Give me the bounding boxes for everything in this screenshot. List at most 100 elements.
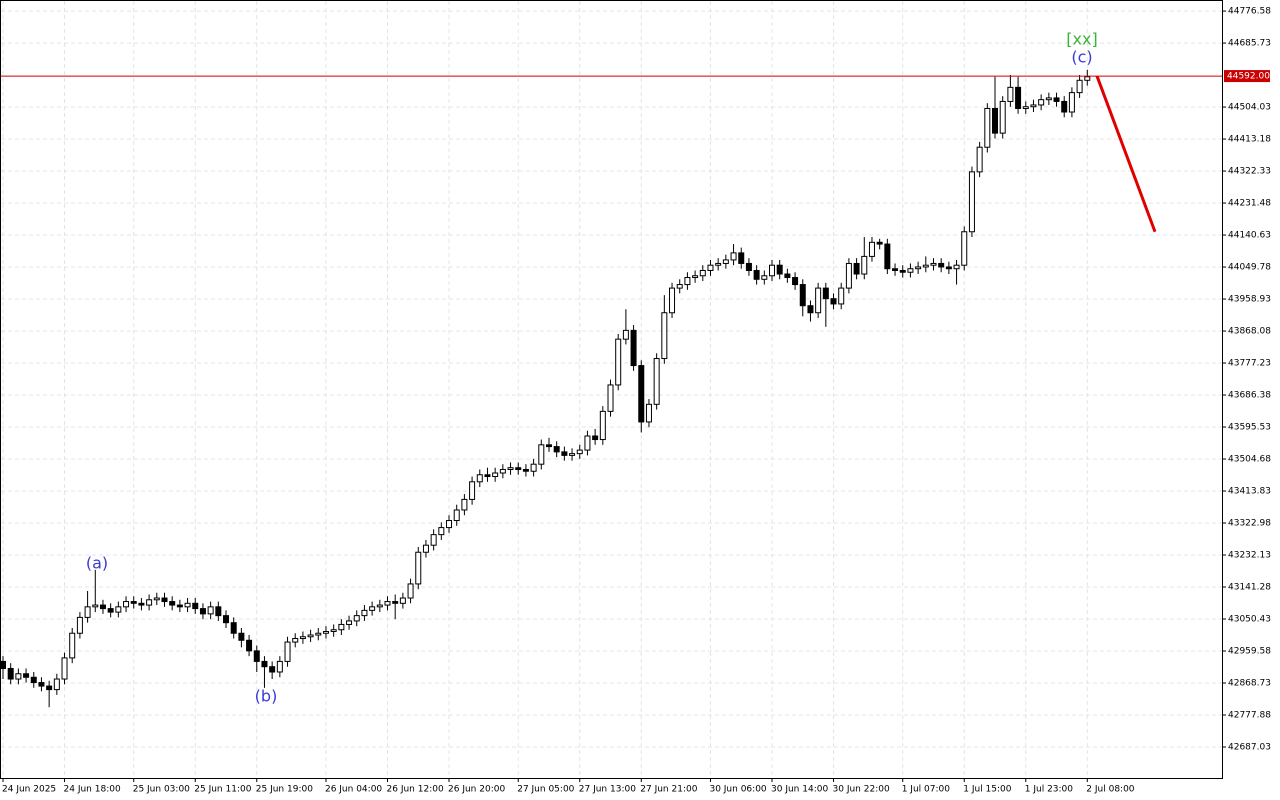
- candle-body: [730, 252, 737, 261]
- candle-body: [469, 481, 476, 500]
- candle-body: [938, 262, 945, 268]
- x-tick-label: 27 Jun 05:00: [517, 785, 574, 795]
- x-tick-label: 30 Jun 06:00: [709, 785, 766, 795]
- candle-body: [38, 682, 45, 687]
- candle-body: [1007, 86, 1014, 102]
- candle-body: [215, 606, 222, 617]
- y-tick-label: 43595.53: [1228, 423, 1271, 433]
- candle-body: [1068, 92, 1075, 113]
- candles-layer: [0, 69, 1091, 708]
- candle-body: [461, 498, 468, 511]
- candle-body: [622, 329, 629, 340]
- candle-body: [53, 678, 60, 691]
- candle-body: [238, 632, 245, 641]
- candle-body: [799, 284, 806, 307]
- wave-label: (a): [86, 554, 108, 573]
- price-label-box: [1224, 70, 1270, 83]
- candle-body: [576, 449, 583, 455]
- candle-body: [507, 467, 514, 470]
- candle-body: [115, 606, 122, 613]
- candle-body: [822, 287, 829, 300]
- candle-body: [399, 597, 406, 604]
- candle-body: [792, 277, 799, 286]
- candle-body: [138, 602, 145, 606]
- y-tick-label: 44685.73: [1228, 39, 1271, 49]
- candle-body: [438, 527, 445, 536]
- y-tick-label: 44504.03: [1228, 103, 1271, 113]
- candle-body: [99, 604, 106, 610]
- candle-body: [153, 597, 160, 601]
- candle-body: [945, 266, 952, 270]
- candle-body: [392, 601, 399, 604]
- y-tick-label: 42868.73: [1228, 679, 1271, 689]
- x-tick-label: 25 Jun 03:00: [133, 785, 190, 795]
- candle-body: [223, 615, 230, 624]
- x-tick-label: 27 Jun 13:00: [579, 785, 636, 795]
- candle-body: [184, 602, 191, 608]
- x-tick-label: 1 Jul 23:00: [1025, 785, 1074, 795]
- candle-body: [1045, 97, 1052, 101]
- candle-body: [322, 630, 329, 634]
- candle-body: [1053, 97, 1060, 102]
- y-tick-label: 43050.43: [1228, 615, 1271, 625]
- candle-body: [669, 287, 676, 314]
- candle-body: [430, 534, 437, 546]
- candle-body: [415, 551, 422, 585]
- y-tick-label: 42687.03: [1228, 742, 1271, 752]
- candle-body: [961, 231, 968, 266]
- candle-body: [530, 463, 537, 472]
- candle-body: [707, 264, 714, 271]
- x-tick-label: 24 Jun 2025: [2, 785, 56, 795]
- candle-body: [207, 606, 214, 615]
- candle-body: [284, 641, 291, 662]
- candle-body: [169, 601, 176, 606]
- candle-body: [692, 275, 699, 279]
- candle-body: [499, 468, 506, 474]
- y-tick-label: 44322.33: [1228, 167, 1271, 177]
- wave-label: (c): [1071, 48, 1092, 67]
- candle-body: [307, 634, 314, 638]
- wave-label: [xx]: [1066, 30, 1097, 49]
- candle-body: [892, 268, 899, 271]
- candle-body: [1038, 99, 1045, 106]
- candle-body: [868, 241, 875, 257]
- y-tick-label: 44413.18: [1228, 135, 1271, 145]
- candle-body: [353, 615, 360, 622]
- candle-body: [676, 284, 683, 289]
- x-tick-label: 30 Jun 14:00: [771, 785, 828, 795]
- x-tick-label: 1 Jul 07:00: [902, 785, 951, 795]
- candle-body: [123, 601, 130, 608]
- candle-body: [84, 606, 91, 618]
- candle-body: [46, 685, 53, 691]
- x-tick-label: 30 Jun 22:00: [833, 785, 890, 795]
- y-tick-label: 43686.38: [1228, 391, 1271, 401]
- forecast-line: [1095, 75, 1157, 233]
- candle-body: [23, 673, 30, 678]
- candle-body: [853, 262, 860, 275]
- candle-body: [0, 660, 6, 669]
- candle-body: [607, 384, 614, 412]
- y-tick-label: 42959.58: [1228, 647, 1271, 657]
- candle-body: [369, 606, 376, 611]
- candle-body: [1061, 100, 1068, 113]
- x-tick-label: 27 Jun 21:00: [640, 785, 697, 795]
- candle-body: [253, 650, 260, 662]
- candle-body: [984, 107, 991, 148]
- candle-body: [992, 107, 999, 134]
- candle-body: [807, 305, 814, 314]
- candle-body: [15, 673, 22, 680]
- candle-body: [422, 544, 429, 553]
- x-tick-label: 25 Jun 11:00: [194, 785, 251, 795]
- candle-body: [146, 599, 153, 606]
- candle-body: [261, 660, 268, 668]
- candle-body: [476, 474, 483, 483]
- candle-body: [922, 264, 929, 268]
- candle-body: [346, 620, 353, 625]
- candle-body: [492, 472, 499, 478]
- candle-body: [915, 266, 922, 270]
- y-tick-label: 42777.88: [1228, 710, 1271, 720]
- candle-body: [130, 601, 137, 604]
- candle-body: [545, 444, 552, 448]
- candle-body: [92, 604, 99, 608]
